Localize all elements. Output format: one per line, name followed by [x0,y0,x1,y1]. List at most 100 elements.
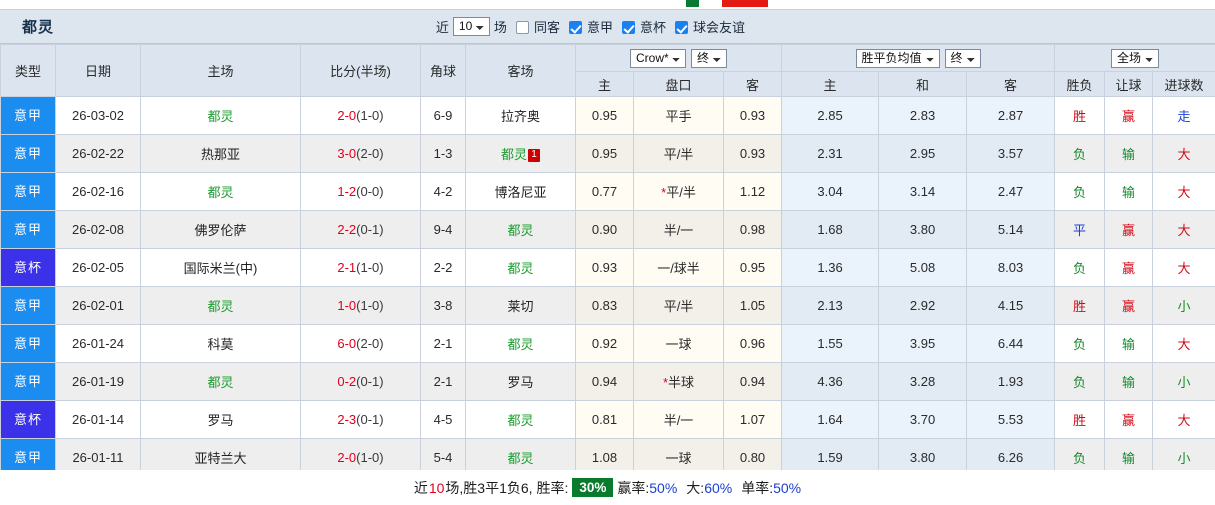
cell-home-team[interactable]: 佛罗伦萨 [140,210,301,249]
cell-away-team[interactable]: 拉齐奥 [465,96,576,135]
filter-checkbox-friendly[interactable] [674,21,688,34]
cell-hc-home-odds: 0.77 [575,172,634,211]
cell-hc-line: 半/一 [633,400,724,439]
red-card-badge: 1 [528,149,540,162]
cell-home-team[interactable]: 都灵 [140,362,301,401]
cell-home-team[interactable]: 罗马 [140,400,301,439]
recent-prefix-label: 近 [435,20,449,35]
cell-away-team[interactable]: 都灵 [465,210,576,249]
table-row[interactable]: 意甲 26-02-08 佛罗伦萨 2-2(0-1) 9-4 都灵 0.90 半/一 0.98 1.… [0,210,1215,249]
cell-odds-draw: 2.83 [878,96,968,135]
bookmaker-select[interactable]: Crow* [630,48,687,68]
cell-home-team[interactable]: 国际米兰(中) [140,248,301,287]
cell-hc-home-odds: 0.94 [575,362,634,401]
cell-date: 26-01-14 [55,400,141,439]
filter-label-serie-a: 意甲 [586,20,613,35]
odds-stage-select[interactable]: 终 [944,48,981,68]
cell-corner: 9-4 [420,210,466,249]
filter-checkbox-serie-a[interactable] [568,21,582,34]
table-row[interactable]: 意杯 26-02-05 国际米兰(中) 2-1(1-0) 2-2 都灵 0.93 一/球半 0.… [0,248,1215,287]
star-marker-icon: * [662,375,669,390]
cell-result-goals: 大 [1152,210,1215,249]
cell-away-team[interactable]: 博洛尼亚 [465,172,576,211]
recent-count-select[interactable]: 10 [452,17,490,36]
cell-result-goals: 大 [1152,134,1215,173]
cell-odds-away: 5.53 [966,400,1056,439]
cell-score: 1-0(1-0) [300,286,421,325]
cell-result-wl: 负 [1054,172,1106,211]
table-row[interactable]: 意甲 26-01-19 都灵 0-2(0-1) 2-1 罗马 0.94 *半球 0.94 4.36… [0,362,1215,401]
col-ou-draw: 和 [878,71,968,97]
cell-result-wl: 胜 [1054,96,1106,135]
col-hc-away: 客 [722,71,783,97]
cell-type: 意杯 [0,248,56,287]
competition-badge: 意杯 [1,401,55,438]
cell-odds-draw: 3.70 [878,400,968,439]
cell-date: 26-03-02 [55,96,141,135]
odds-type-select[interactable]: 胜平负均值 [855,48,940,68]
cell-corner: 4-2 [420,172,466,211]
cell-home-team[interactable]: 都灵 [140,286,301,325]
cell-hc-line: *半球 [633,362,724,401]
table-row[interactable]: 意甲 26-02-16 都灵 1-2(0-0) 4-2 博洛尼亚 0.77 *平/半 1.12 3… [0,172,1215,211]
same-venue-checkbox[interactable] [515,21,529,34]
cell-home-team[interactable]: 都灵 [140,172,301,211]
cell-result-goals: 大 [1152,248,1215,287]
cell-home-team[interactable]: 都灵 [140,96,301,135]
cell-odds-home: 3.04 [781,172,880,211]
cell-date: 26-02-08 [55,210,141,249]
competition-badge: 意甲 [1,211,55,248]
table-body: 意甲 26-03-02 都灵 2-0(1-0) 6-9 拉齐奥 0.95 平手 0.93 2.85… [0,96,1215,477]
cell-result-wl: 负 [1054,248,1106,287]
cell-result-hc: 赢 [1104,400,1154,439]
table-row[interactable]: 意甲 26-02-22 热那亚 3-0(2-0) 1-3 都灵 1 0.95 平/半 0.93 2.… [0,134,1215,173]
footer-hc-group: 赢率:50% [617,478,677,498]
cell-away-team[interactable]: 都灵 1 [465,134,576,173]
table-row[interactable]: 意杯 26-01-14 罗马 2-3(0-1) 4-5 都灵 0.81 半/一 1.07 1.64… [0,400,1215,439]
cell-corner: 3-8 [420,286,466,325]
cell-date: 26-02-16 [55,172,141,211]
sliver-green-marker [686,0,699,7]
cell-odds-draw: 3.28 [878,362,968,401]
cell-away-team[interactable]: 都灵 [465,400,576,439]
filter-checkbox-coppa[interactable] [621,21,635,34]
cell-date: 26-02-01 [55,286,141,325]
footer-odd-rate: 50% [773,479,802,496]
cell-type: 意杯 [0,400,56,439]
table-row[interactable]: 意甲 26-02-01 都灵 1-0(1-0) 3-8 莱切 0.83 平/半 1.05 2.13… [0,286,1215,325]
cell-away-team[interactable]: 都灵 [465,324,576,363]
cell-away-team[interactable]: 都灵 [465,248,576,287]
cell-home-team[interactable]: 科莫 [140,324,301,363]
col-hc-home: 主 [575,71,634,97]
cell-type: 意甲 [0,286,56,325]
cell-type: 意甲 [0,324,56,363]
cell-result-goals: 小 [1152,286,1215,325]
cell-type: 意甲 [0,362,56,401]
competition-badge: 意杯 [1,249,55,286]
cell-home-team[interactable]: 热那亚 [140,134,301,173]
cell-odds-draw: 3.95 [878,324,968,363]
table-row[interactable]: 意甲 26-03-02 都灵 2-0(1-0) 6-9 拉齐奥 0.95 平手 0.93 2.85… [0,96,1215,135]
scope-selector-group: 全场 [1054,44,1215,72]
bookmaker-stage-select[interactable]: 终 [691,48,728,68]
recent-suffix-label: 场 [493,20,507,35]
scope-select[interactable]: 全场 [1111,48,1160,68]
table-row[interactable]: 意甲 26-01-24 科莫 6-0(2-0) 2-1 都灵 0.92 一球 0.96 1.55 3… [0,324,1215,363]
cell-result-wl: 平 [1054,210,1106,249]
cell-hc-home-odds: 0.83 [575,286,634,325]
cell-hc-home-odds: 0.92 [575,324,634,363]
cell-result-goals: 大 [1152,324,1215,363]
odds-selector-group: 胜平负均值 终 [781,44,1056,72]
filter-bar: 都灵 近 10 场 同客 意甲 意杯 球会友谊 [0,9,1215,44]
cell-result-goals: 小 [1152,362,1215,401]
cell-corner: 1-3 [420,134,466,173]
cell-result-hc: 赢 [1104,96,1154,135]
cell-away-team[interactable]: 莱切 [465,286,576,325]
cell-hc-line: 平/半 [633,134,724,173]
cell-away-team[interactable]: 罗马 [465,362,576,401]
footer-ou-rate: 60% [704,479,733,496]
cell-odds-draw: 3.14 [878,172,968,211]
cell-odds-away: 1.93 [966,362,1056,401]
col-score: 比分(半场) [300,44,421,97]
cell-odds-home: 1.55 [781,324,880,363]
